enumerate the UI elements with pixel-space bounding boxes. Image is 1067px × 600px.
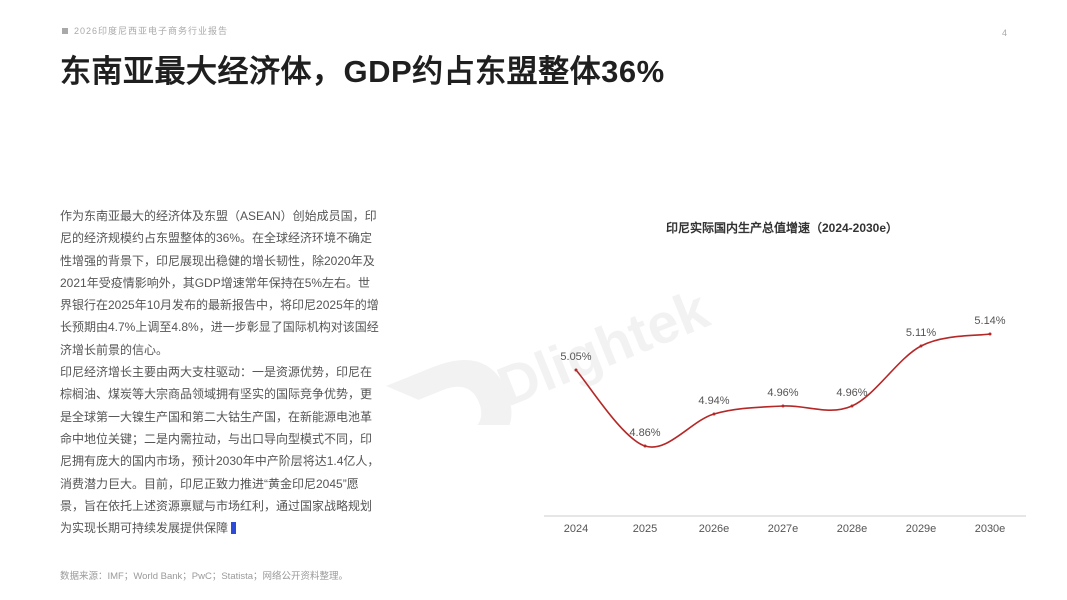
data-point-2028e — [850, 404, 854, 408]
data-point-2024 — [574, 368, 578, 372]
data-label-2025: 4.86% — [629, 427, 660, 439]
x-tick-2030e: 2030e — [975, 523, 1006, 535]
page-title: 东南亚最大经济体，GDP约占东盟整体36% — [60, 54, 665, 89]
data-label-2027e: 4.96% — [767, 387, 798, 399]
data-point-2026e — [712, 412, 716, 416]
paragraph-2-text: 印尼经济增长主要由两大支柱驱动：一是资源优势，印尼在棕榈油、煤炭等大宗商品领域拥… — [60, 365, 380, 536]
x-tick-2027e: 2027e — [768, 523, 799, 535]
body-text: 作为东南亚最大的经济体及东盟（ASEAN）创始成员国，印尼的经济规模约占东盟整体… — [60, 205, 380, 539]
data-label-2024: 5.05% — [560, 351, 591, 363]
report-title: 2026印度尼西亚电子商务行业报告 — [74, 26, 229, 36]
data-point-2029e — [919, 344, 923, 348]
data-label-2030e: 5.14% — [974, 315, 1005, 327]
page-number: 4 — [1001, 28, 1007, 38]
x-tick-2025: 2025 — [633, 523, 657, 535]
x-tick-2028e: 2028e — [837, 523, 868, 535]
chart-title: 印尼实际国内生产总值增速（2024-2030e） — [666, 220, 898, 235]
x-tick-2024: 2024 — [564, 523, 588, 535]
data-label-2028e: 4.96% — [836, 387, 867, 399]
paragraph-1: 作为东南亚最大的经济体及东盟（ASEAN）创始成员国，印尼的经济规模约占东盟整体… — [60, 209, 379, 357]
header-square-icon — [62, 27, 68, 34]
data-point-2027e — [781, 404, 785, 408]
data-point-2030e — [988, 332, 992, 336]
watermark-d-icon — [386, 360, 512, 425]
data-point-2025 — [643, 444, 647, 448]
report-header: 2026印度尼西亚电子商务行业报告 — [62, 24, 228, 37]
data-label-2026e: 4.94% — [698, 395, 729, 407]
gdp-growth-chart: 印尼实际国内生产总值增速（2024-2030e） 5.05% 4.86% 4.94%… — [544, 220, 1026, 535]
paragraph-2: 印尼经济增长主要由两大支柱驱动：一是资源优势，印尼在棕榈油、煤炭等大宗商品领域拥… — [60, 361, 380, 539]
source-note: 数据来源：IMF；World Bank；PwC；Statista；网络公开资料整… — [60, 571, 349, 582]
x-tick-2029e: 2029e — [906, 523, 937, 535]
end-marker — [231, 522, 237, 535]
x-tick-2026e: 2026e — [699, 523, 730, 535]
data-label-2029e: 5.11% — [906, 327, 937, 339]
